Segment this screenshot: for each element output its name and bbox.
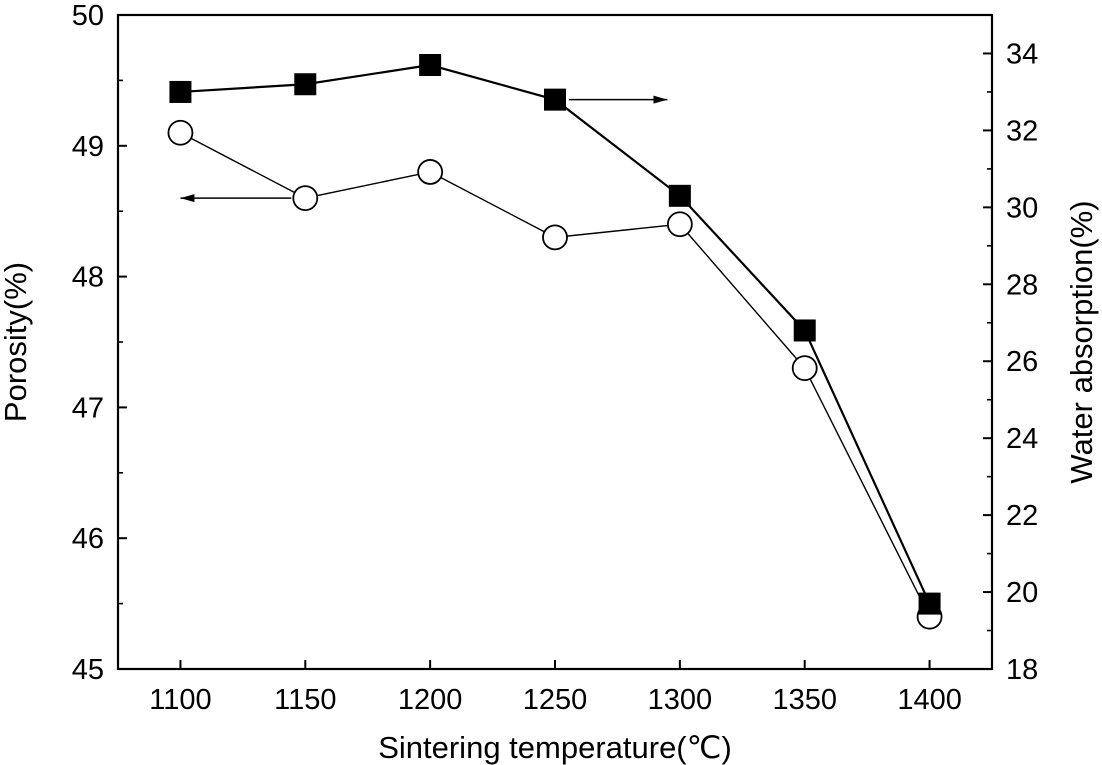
y2-tick-label: 34 xyxy=(1006,38,1038,70)
y-tick-label: 49 xyxy=(72,131,104,163)
tick-labels: 1100 1150 1200 1250 1300 1350 1400 45 46 47 48 49 50… xyxy=(72,0,1039,716)
series-layer xyxy=(167,54,943,630)
series-line xyxy=(180,132,931,617)
data-point xyxy=(542,224,568,251)
y2-tick-label: 24 xyxy=(1006,423,1038,455)
data-point xyxy=(793,319,816,342)
y-tick-label: 47 xyxy=(72,392,104,424)
data-point xyxy=(918,592,941,615)
data-point xyxy=(292,185,319,212)
data-point xyxy=(167,119,194,146)
data-point xyxy=(791,355,818,382)
data-point xyxy=(419,54,442,77)
data-point xyxy=(169,80,192,103)
data-point xyxy=(417,159,444,185)
porosity-series xyxy=(167,119,943,630)
water-absorption-series xyxy=(169,54,941,615)
y-tick-label: 50 xyxy=(72,0,104,32)
y2-tick-label: 30 xyxy=(1006,192,1038,224)
y-tick-label: 48 xyxy=(72,262,104,294)
x-tick-label: 1300 xyxy=(648,684,713,716)
x-tick-label: 1150 xyxy=(274,684,336,716)
y-axis-title: Porosity(%) xyxy=(0,262,33,422)
y2-tick-label: 22 xyxy=(1006,500,1038,532)
x-axis-title: Sintering temperature(℃) xyxy=(378,730,732,765)
axes xyxy=(116,13,994,671)
y2-tick-label: 28 xyxy=(1006,269,1038,301)
data-point xyxy=(668,184,691,207)
data-point xyxy=(666,211,693,238)
y2-tick-label: 32 xyxy=(1006,115,1038,147)
series-line xyxy=(180,63,931,605)
data-point xyxy=(544,88,566,111)
y-tick-label: 46 xyxy=(72,523,104,555)
x-tick-label: 1400 xyxy=(897,684,962,716)
x-tick-label: 1250 xyxy=(523,684,588,716)
y2-axis-title: Water absorption(%) xyxy=(1064,200,1099,483)
y2-tick-label: 26 xyxy=(1006,346,1038,378)
x-tick-label: 1350 xyxy=(772,684,837,716)
y-tick-label: 45 xyxy=(72,654,104,686)
x-tick-label: 1200 xyxy=(398,684,463,716)
plot-frame xyxy=(116,13,994,671)
y2-tick-label: 18 xyxy=(1006,654,1038,686)
data-point xyxy=(294,73,317,96)
y2-tick-label: 20 xyxy=(1006,577,1038,609)
x-tick-label: 1100 xyxy=(149,684,211,716)
